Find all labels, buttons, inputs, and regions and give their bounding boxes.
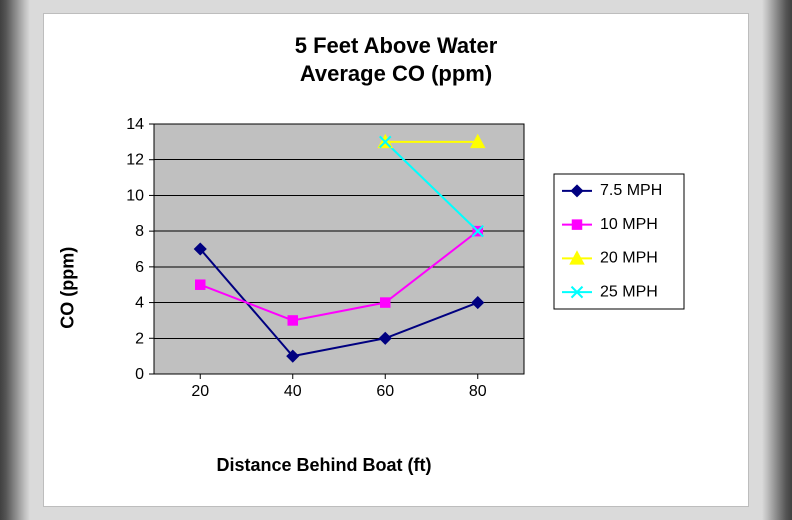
svg-text:80: 80 xyxy=(469,383,487,400)
svg-text:40: 40 xyxy=(284,383,302,400)
svg-text:10 MPH: 10 MPH xyxy=(600,216,658,233)
svg-text:6: 6 xyxy=(135,259,144,276)
svg-text:12: 12 xyxy=(126,152,144,169)
svg-text:7.5 MPH: 7.5 MPH xyxy=(600,182,662,199)
title-line-1: 5 Feet Above Water xyxy=(295,33,498,58)
svg-text:2: 2 xyxy=(135,330,144,347)
chart-svg: 0 2 4 6 8 10 12 14 20 40 60 80 7.5 MPH 10 MPH 20 MPH 25… xyxy=(84,114,704,434)
svg-text:25 MPH: 25 MPH xyxy=(600,283,658,300)
svg-text:8: 8 xyxy=(135,223,144,240)
chart-slide: 5 Feet Above Water Average CO (ppm) CO (… xyxy=(44,14,748,506)
title-line-2: Average CO (ppm) xyxy=(300,61,492,86)
outer-frame: 5 Feet Above Water Average CO (ppm) CO (… xyxy=(0,0,792,520)
svg-text:4: 4 xyxy=(135,295,144,312)
svg-text:14: 14 xyxy=(126,116,144,133)
svg-text:0: 0 xyxy=(135,366,144,383)
svg-text:20 MPH: 20 MPH xyxy=(600,250,658,267)
x-axis-label: Distance Behind Boat (ft) xyxy=(84,455,704,476)
chart-area: CO (ppm) 02468101214204060807.5 MPH10 MP… xyxy=(84,114,704,474)
svg-text:60: 60 xyxy=(376,383,394,400)
y-axis-label: CO (ppm) xyxy=(58,247,79,329)
svg-text:10: 10 xyxy=(126,187,144,204)
chart-title: 5 Feet Above Water Average CO (ppm) xyxy=(44,32,748,87)
svg-text:20: 20 xyxy=(191,383,209,400)
